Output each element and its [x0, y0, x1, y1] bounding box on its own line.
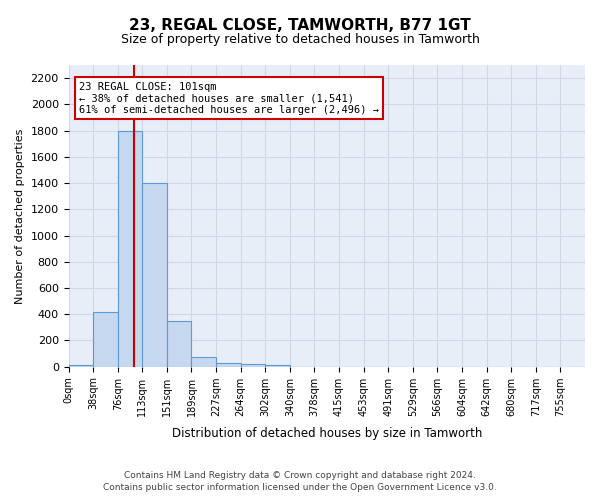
Text: Contains public sector information licensed under the Open Government Licence v3: Contains public sector information licen… — [103, 484, 497, 492]
Bar — [265, 364, 290, 366]
Bar — [191, 357, 216, 366]
Text: Size of property relative to detached houses in Tamworth: Size of property relative to detached ho… — [121, 32, 479, 46]
Text: 23 REGAL CLOSE: 101sqm
← 38% of detached houses are smaller (1,541)
61% of semi-: 23 REGAL CLOSE: 101sqm ← 38% of detached… — [79, 82, 379, 115]
Bar — [93, 312, 118, 366]
Text: 23, REGAL CLOSE, TAMWORTH, B77 1GT: 23, REGAL CLOSE, TAMWORTH, B77 1GT — [129, 18, 471, 32]
Bar — [68, 364, 93, 366]
Bar — [241, 364, 265, 366]
Bar — [142, 183, 167, 366]
Bar — [216, 362, 241, 366]
Bar — [167, 321, 191, 366]
Y-axis label: Number of detached properties: Number of detached properties — [15, 128, 25, 304]
Bar — [118, 130, 142, 366]
Text: Contains HM Land Registry data © Crown copyright and database right 2024.: Contains HM Land Registry data © Crown c… — [124, 471, 476, 480]
X-axis label: Distribution of detached houses by size in Tamworth: Distribution of detached houses by size … — [172, 427, 482, 440]
